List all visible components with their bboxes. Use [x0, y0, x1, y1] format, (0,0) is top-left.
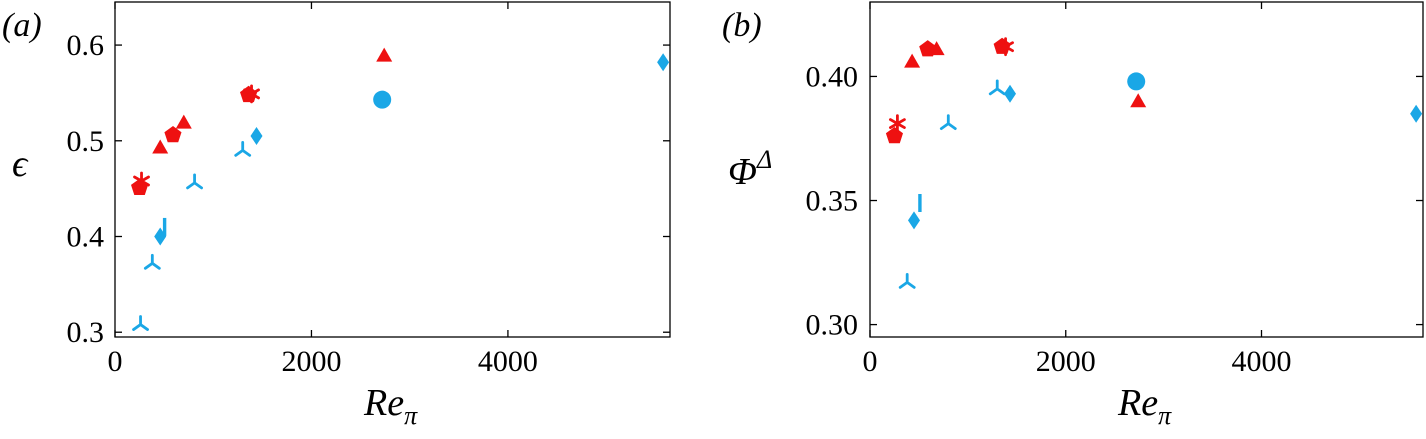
panel-b-x-tick-label: 0 [863, 345, 878, 378]
panel-b-point-blue-diamond [1410, 104, 1423, 123]
panel-a-ticks [114, 2, 670, 337]
panel-a-y-tick-label: 0.5 [67, 125, 105, 158]
panel-a-point-red-triangle [376, 47, 393, 62]
panel-a-point-blue-diamond [250, 127, 263, 145]
panel-a-y-tick-label: 0.3 [67, 316, 105, 349]
panel-a-x-tick-label: 2000 [281, 345, 341, 378]
panel-b-point-blue-tri [988, 79, 1006, 96]
panel-a-point-blue-diamond [657, 53, 670, 72]
panel-b-point-blue-diamond [908, 211, 920, 230]
panel-a-y-tick-label: 0.6 [67, 29, 105, 62]
panel-b-x-axis-label-main: Re [1117, 382, 1158, 424]
panel-a-y-tick-label: 0.4 [67, 221, 105, 254]
panel-b-y-tick-label: 0.35 [806, 185, 859, 218]
panel-a-point-red-triangle [152, 139, 169, 154]
panel-a: (a) 0 2000 4000 0.3 0.4 0.5 0.6 ϵ Reπ [2, 1, 671, 430]
panel-a-x-tick-label: 4000 [478, 345, 538, 378]
panel-b-point-blue-diamond [1004, 84, 1016, 103]
panel-a-point-red-pentagon [240, 85, 258, 103]
panel-b-point-blue-circle [1127, 72, 1146, 91]
panel-b-x-tick-label: 4000 [1232, 345, 1292, 378]
panel-b-x-axis-label: Reπ [1117, 382, 1172, 430]
panel-a-point-red-asterisk [243, 84, 260, 104]
panel-a-point-red-pentagon [164, 126, 182, 143]
panel-b-point-red-pentagon [885, 127, 903, 144]
panel-b-y-axis-label-main: Φ [728, 151, 757, 193]
panel-a-y-axis-label: ϵ [12, 143, 29, 185]
panel-b-y-axis-label: ΦΔ [728, 145, 772, 193]
panel-b-point-blue-tri [898, 273, 916, 289]
panel-a-points [131, 47, 670, 331]
panel-a-plot-frame [114, 1, 671, 338]
panel-a-x-axis-label-main: Re [363, 382, 404, 424]
panel-b-plot-frame [869, 1, 1424, 338]
panel-b-point-red-triangle [928, 41, 945, 56]
panel-a-point-blue-circle [373, 90, 392, 109]
panel-b-y-tick-label: 0.30 [806, 309, 859, 342]
panel-b-point-red-asterisk [997, 37, 1014, 57]
panel-b-point-red-asterisk [889, 114, 906, 133]
panel-b-point-blue-tri [939, 114, 957, 130]
panel-b-x-axis-label-sub: π [1158, 401, 1172, 430]
panel-a-x-axis-label: Reπ [363, 382, 418, 430]
panel-a-point-blue-tri [132, 315, 149, 331]
panel-a-label: (a) [2, 7, 42, 44]
panel-a-tick-labels: 0 2000 4000 0.3 0.4 0.5 0.6 [67, 29, 538, 378]
panel-b-label: (b) [722, 7, 762, 44]
panel-b-x-tick-label: 2000 [1036, 345, 1096, 378]
panel-a-point-red-triangle [175, 114, 192, 129]
panel-a-x-axis-label-sub: π [404, 401, 418, 430]
panel-a-point-blue-tri [143, 253, 161, 270]
panel-b: (b) 0 2000 4000 0.30 0.35 0.40 ΦΔ Reπ [722, 1, 1424, 430]
panel-b-tick-labels: 0 2000 4000 0.30 0.35 0.40 [806, 60, 1292, 378]
panel-b-point-red-triangle [904, 53, 921, 68]
panel-a-point-blue-tri [186, 173, 203, 190]
panel-a-point-blue-tri [234, 140, 252, 157]
panel-a-x-tick-label: 0 [108, 345, 123, 378]
panel-b-point-red-triangle [1130, 93, 1147, 108]
panel-a-point-red-asterisk [133, 171, 150, 191]
panel-b-y-tick-label: 0.40 [806, 60, 859, 93]
panel-b-points [885, 37, 1423, 289]
panel-b-ticks [869, 2, 1423, 337]
panel-b-y-axis-label-sup: Δ [756, 145, 772, 174]
